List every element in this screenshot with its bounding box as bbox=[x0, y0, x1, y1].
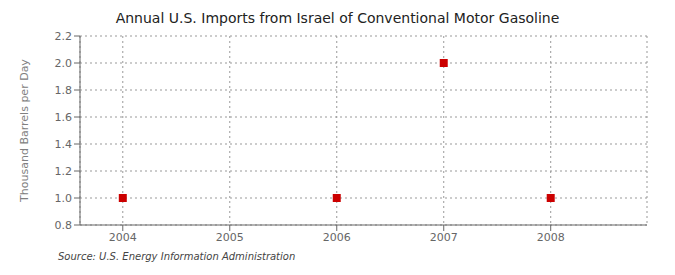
svg-text:2.0: 2.0 bbox=[55, 57, 73, 70]
svg-text:2005: 2005 bbox=[216, 231, 244, 244]
svg-text:Thousand Barrels per Day: Thousand Barrels per Day bbox=[18, 59, 31, 203]
svg-text:2006: 2006 bbox=[323, 231, 351, 244]
svg-text:2.2: 2.2 bbox=[55, 30, 73, 43]
svg-text:1.6: 1.6 bbox=[55, 111, 73, 124]
svg-text:2004: 2004 bbox=[109, 231, 137, 244]
svg-text:1.2: 1.2 bbox=[55, 165, 73, 178]
svg-text:1.0: 1.0 bbox=[55, 192, 73, 205]
svg-text:0.8: 0.8 bbox=[55, 219, 73, 232]
svg-text:1.4: 1.4 bbox=[55, 138, 73, 151]
html-text:Annual U.S. Imports from Israe: Annual U.S. Imports from Israel of Conve… bbox=[115, 10, 560, 26]
svg-text:1.8: 1.8 bbox=[55, 84, 73, 97]
svg-text:2008: 2008 bbox=[537, 231, 565, 244]
html-text:Source: U.S. Energy Informatio: Source: U.S. Energy Information Administ… bbox=[58, 251, 296, 262]
svg-text:2007: 2007 bbox=[430, 231, 458, 244]
